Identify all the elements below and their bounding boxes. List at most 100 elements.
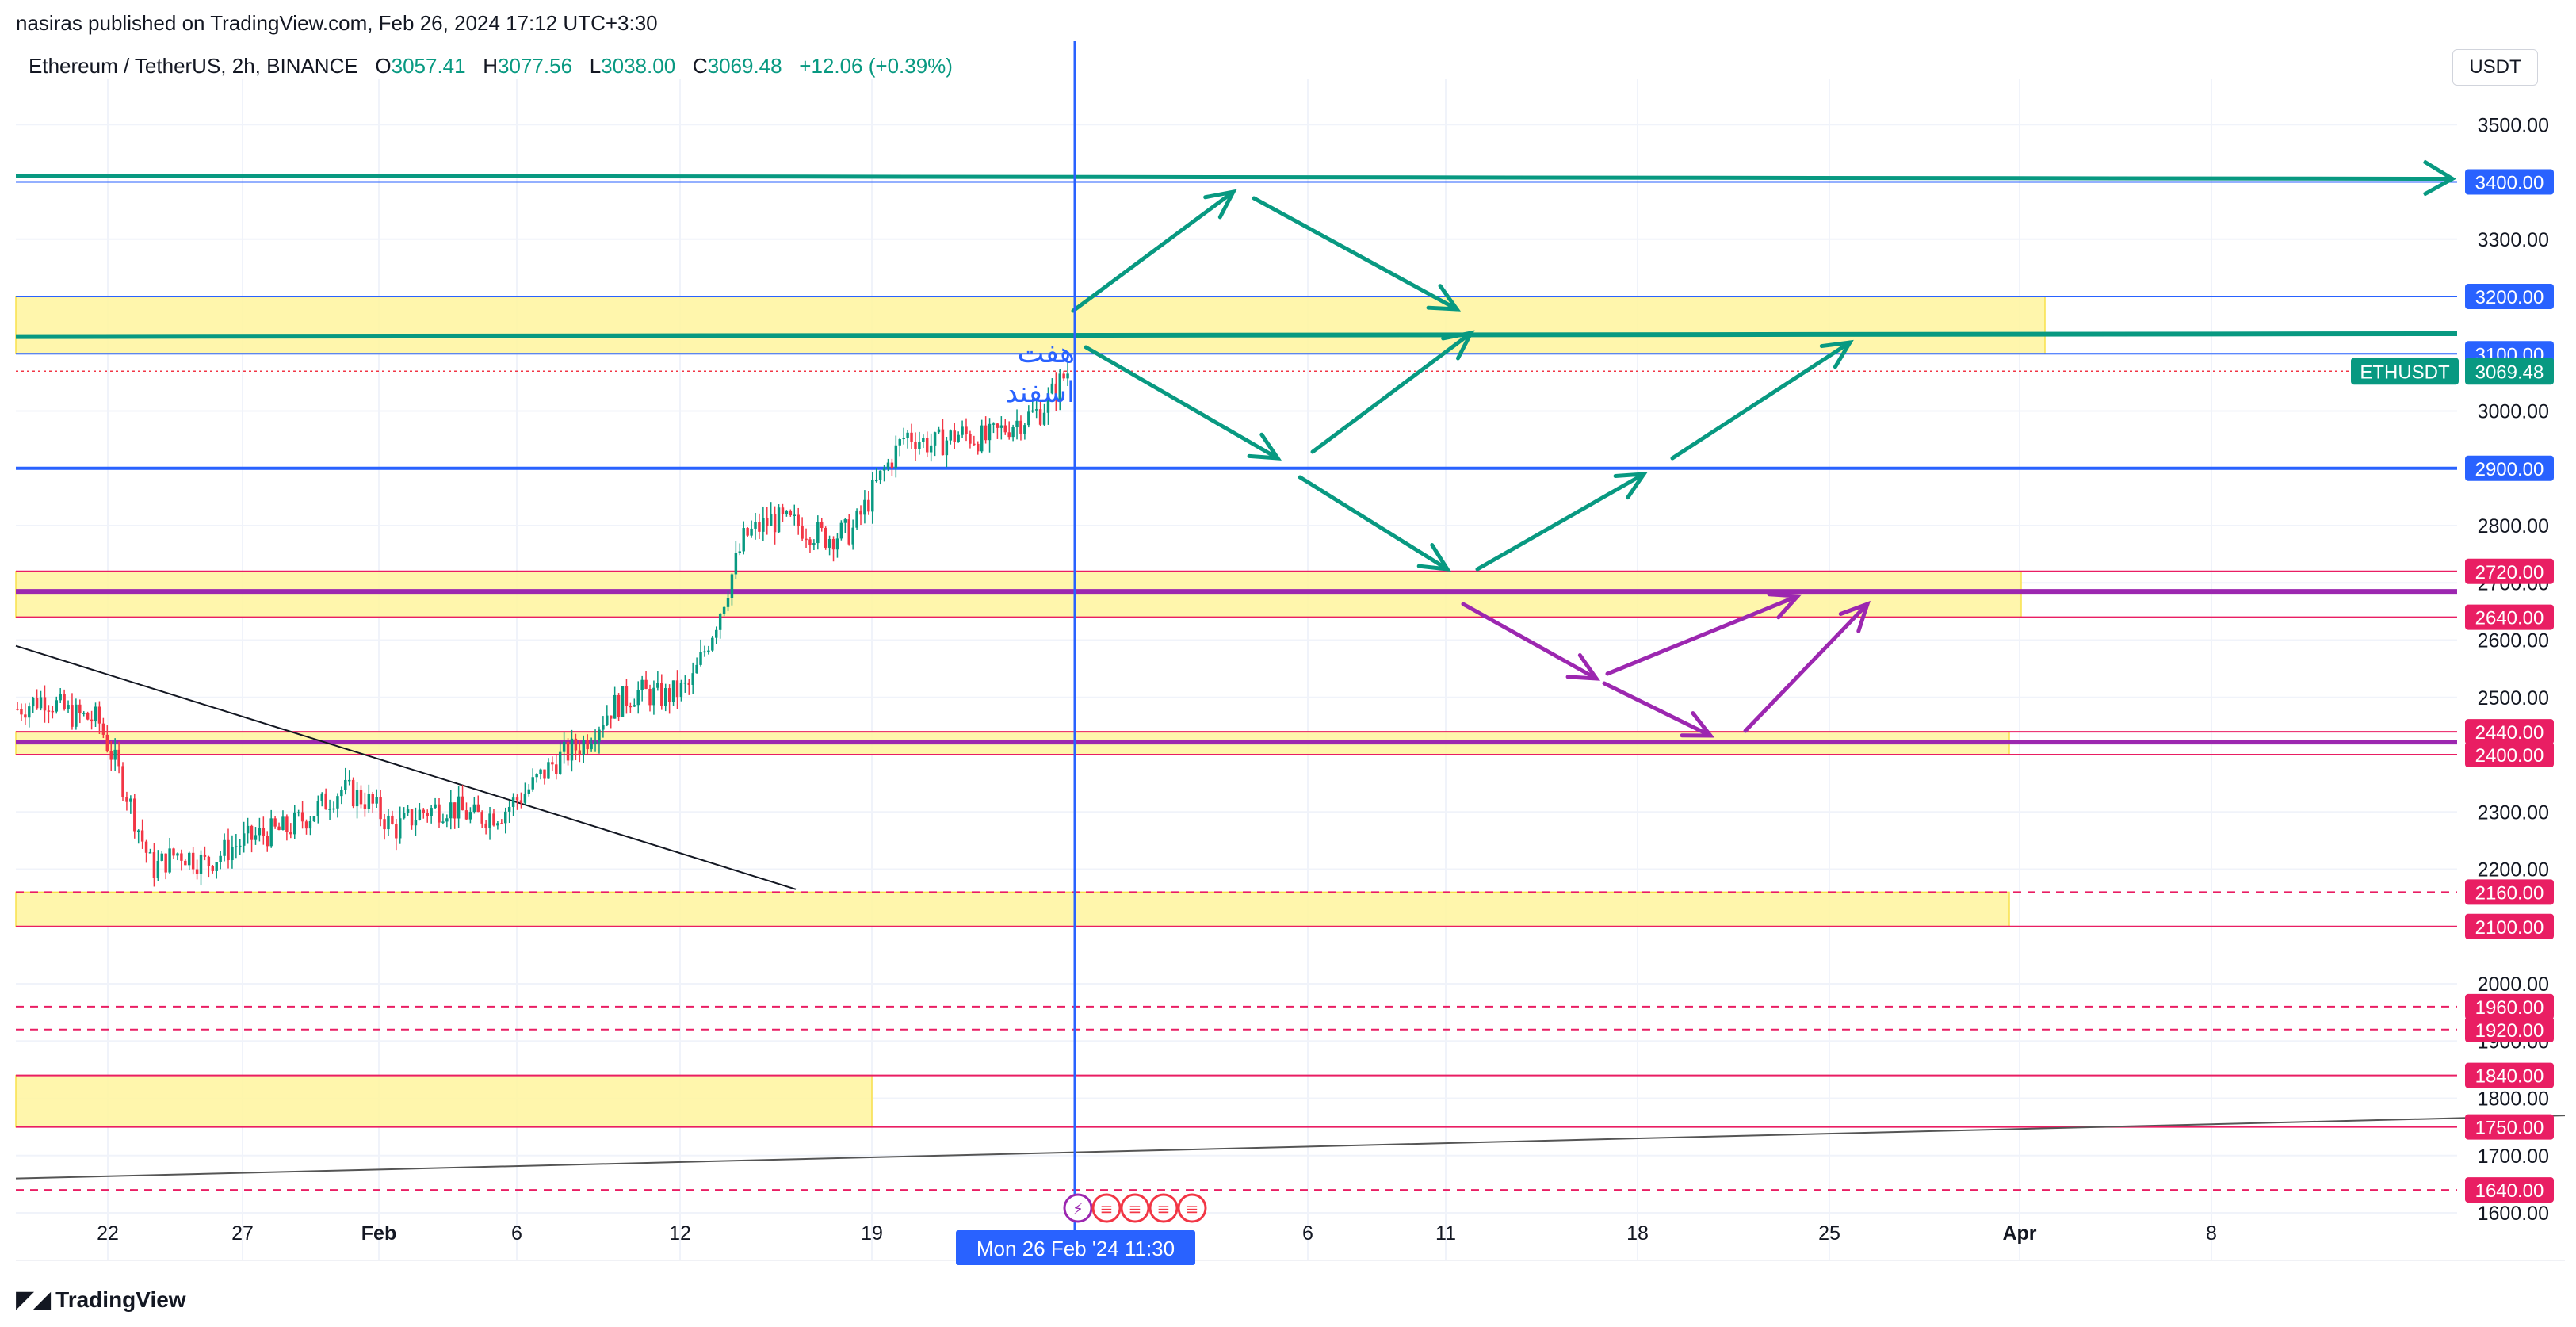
candle-body [273,818,277,827]
price-level-badge[interactable] [2465,284,2554,309]
us-flag-event-icon[interactable] [1177,1193,1207,1223]
us-flag-event-icon[interactable] [1120,1193,1150,1223]
price-level-badge[interactable] [2465,1114,2554,1140]
last-price-label: 3069.48 [2475,361,2544,383]
candle-body [51,710,55,713]
candle-body [43,697,47,711]
price-level-badge[interactable] [2465,879,2554,905]
price-level-badge[interactable] [2465,1062,2554,1088]
candle-body [410,809,414,826]
candle-body [180,853,183,861]
candle-body [20,709,23,715]
candle-body [304,821,308,829]
candle-body [344,779,347,790]
x-tick-label: 25 [1818,1222,1840,1245]
candle-body [414,820,418,826]
candle-body [726,598,730,607]
candle-body [961,426,964,435]
price-level-badge[interactable] [2465,993,2554,1019]
candle-body [539,769,542,774]
candle-body [1062,373,1065,379]
y-tick-label: 2600.00 [2478,630,2549,652]
candle-body [1046,393,1050,413]
candle-body [886,462,890,469]
candle-body [75,704,78,727]
candle-body [980,425,984,452]
candle-body [890,462,894,468]
symbol-badge[interactable] [2351,358,2459,385]
price-level-badge[interactable] [2465,604,2554,630]
candle-body [644,679,648,690]
x-tick-label: 18 [1626,1222,1649,1245]
low-value: 3038.00 [601,54,676,78]
us-flag-event-icon[interactable] [1091,1193,1122,1223]
candle-body [718,614,722,630]
currency-button[interactable]: USDT [2452,49,2538,86]
candle-body [94,706,97,722]
candle-body [351,779,355,807]
highlight-zone [15,1074,873,1128]
candle-body [953,430,956,442]
candle-body [207,856,211,866]
candle-body [55,700,58,712]
candle-body [262,828,266,836]
arrow-up-to-2900-head [1613,472,1648,500]
price-level-badge[interactable] [2465,558,2554,584]
price-level-badge[interactable] [2465,1177,2554,1203]
candle-body [773,514,777,533]
candle-body [801,526,804,539]
crosshair-date-badge[interactable] [956,1230,1195,1265]
candle-body [430,808,433,816]
candle-body [988,423,992,441]
candle-body [660,683,663,706]
price-level-label: 1640.00 [2475,1180,2544,1202]
candle-body [695,664,698,674]
arrow-up-to-2900 [1475,472,1646,572]
candle-body [191,852,195,870]
candle-body [785,511,789,514]
price-level-badge[interactable] [2465,169,2554,195]
descending-trendline [15,644,797,890]
candle-body [1038,409,1042,425]
lightning-event-icon[interactable] [1063,1193,1093,1223]
candle-body [371,794,374,804]
candle-body [835,538,839,550]
price-level-badge[interactable] [2465,913,2554,939]
candle-body [656,683,659,688]
candle-body [277,826,281,830]
candle-body [504,811,507,824]
last-price-badge[interactable] [2465,358,2554,385]
candle-body [929,445,933,453]
candle-body [219,855,222,862]
candle-body [269,818,273,847]
price-level-label: 3400.00 [2475,173,2544,194]
candle-body [164,853,167,873]
candle-body [340,790,343,797]
candle-body [558,751,562,774]
price-level-badge[interactable] [2465,455,2554,481]
candle-body [827,539,831,548]
candle-body [328,809,331,810]
time-axis[interactable]: 22 27 Feb 6 12 19 6 11 18 25 Apr 8 [97,1222,2217,1245]
candle-body [957,434,960,442]
candle-body [160,853,163,861]
candle-body [402,813,406,819]
candle-body [703,651,706,653]
symbol-name[interactable]: Ethereum / TetherUS, 2h, BINANCE [29,54,358,78]
price-axis[interactable]: 1600.001700.001800.001900.002000.002100.… [2351,114,2554,1225]
y-tick-label: 2000.00 [2478,973,2549,996]
price-level-badge[interactable] [2465,1016,2554,1042]
candle-body [855,510,858,528]
candle-body [312,816,316,821]
us-flag-event-icon[interactable] [1148,1193,1179,1223]
price-level-badge[interactable] [2465,719,2554,745]
price-level-badge[interactable] [2465,742,2554,767]
tradingview-logo-icon: ◤◢ [16,1287,51,1313]
tradingview-brand[interactable]: ◤◢ TradingView [16,1286,186,1314]
candle-body [996,423,999,428]
candle-body [1027,411,1030,426]
candle-body [999,425,1003,428]
candle-body [797,514,800,527]
candle-body [1007,432,1011,438]
